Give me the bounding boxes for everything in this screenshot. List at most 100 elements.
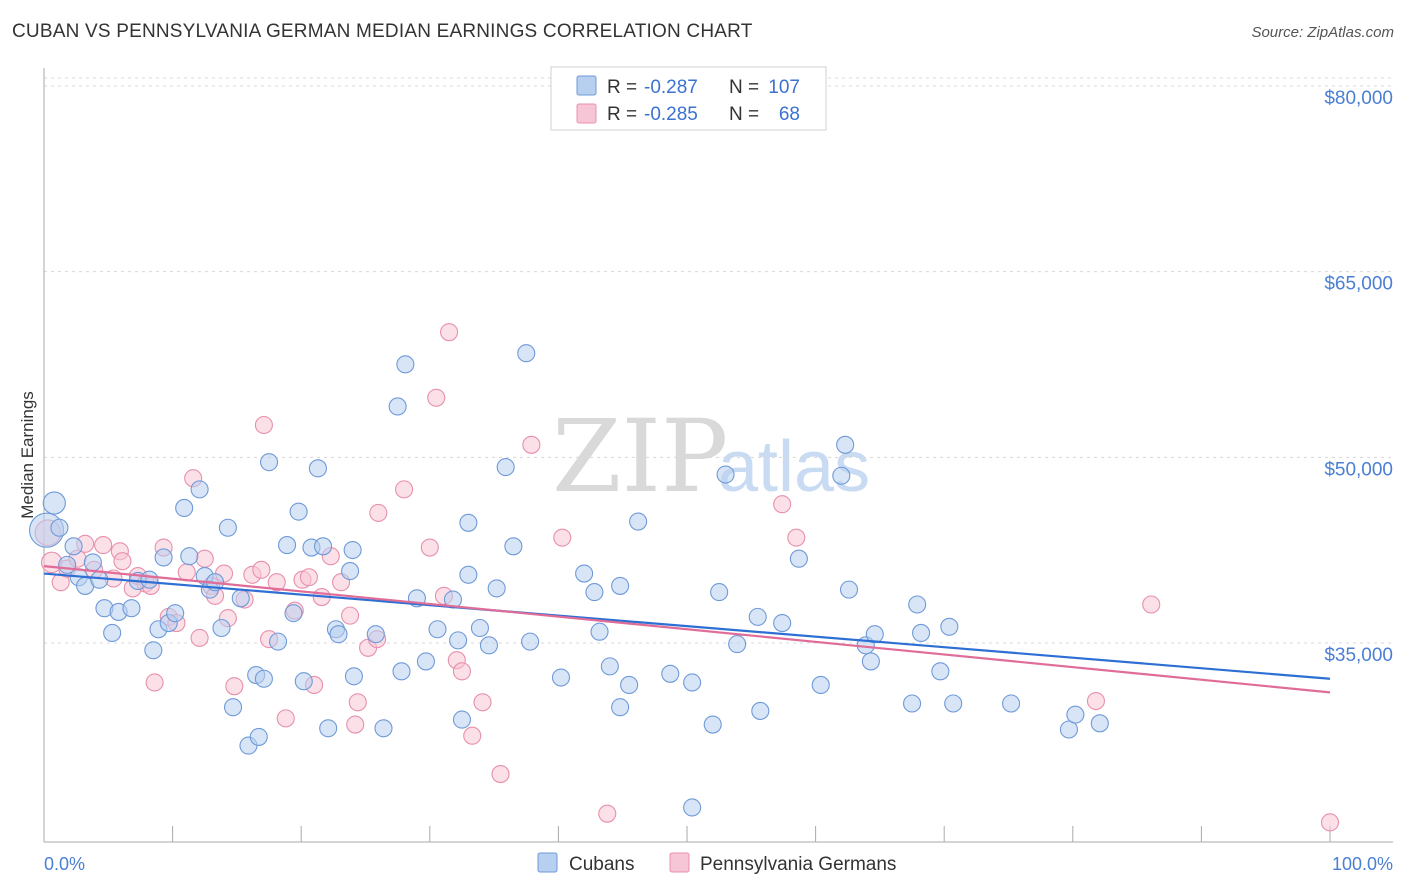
point-cubans-15	[144, 641, 163, 660]
legend-n-label-cubans: N =	[729, 77, 759, 98]
point-cubans-94	[861, 652, 880, 671]
point-cubans-39	[294, 672, 313, 691]
point-cubans-20	[175, 498, 194, 517]
point-cubans-14	[140, 570, 159, 589]
point-pg-42	[341, 606, 360, 625]
point-cubans-85	[748, 607, 767, 626]
point-pg-22	[195, 549, 214, 568]
y-tick-label-35000: $35,000	[1324, 645, 1393, 666]
point-cubans-70	[575, 564, 594, 583]
trend-lines	[43, 565, 1331, 694]
point-pg-43	[346, 715, 365, 734]
point-cubans-96	[902, 694, 922, 713]
bottom-legend-swatch-cubans	[537, 852, 558, 873]
point-pg-52	[440, 323, 459, 342]
point-cubans-10	[103, 623, 122, 643]
bottom-legend-label-pg: Pennsylvania Germans	[700, 854, 896, 875]
point-cubans-32	[249, 727, 268, 746]
trend-line-cubans	[43, 572, 1331, 680]
point-cubans-71	[585, 583, 604, 602]
point-cubans-7	[83, 553, 102, 572]
watermark-zip: ZIP	[552, 398, 728, 515]
y-tick-label-65000: $65,000	[1324, 274, 1393, 295]
point-cubans-2	[50, 518, 69, 537]
point-cubans-88	[789, 549, 808, 568]
point-cubans-87	[773, 614, 792, 633]
series-pennsylvania-germans-points	[34, 323, 1340, 832]
y-tick-label-50000: $50,000	[1324, 459, 1393, 480]
point-cubans-58	[449, 631, 468, 650]
legend-r-value-pg: -0.285	[644, 104, 698, 125]
point-cubans-8	[90, 570, 109, 589]
point-pg-64	[1142, 595, 1161, 614]
point-cubans-95	[865, 625, 884, 644]
point-pg-44	[348, 693, 367, 712]
point-cubans-1	[42, 491, 66, 515]
point-cubans-79	[683, 798, 702, 817]
legend-swatch-cubans	[576, 75, 597, 96]
point-cubans-105	[1090, 714, 1109, 733]
watermark: ZIP atlas	[552, 398, 870, 515]
point-cubans-43	[319, 719, 338, 738]
point-cubans-48	[344, 667, 363, 686]
point-cubans-91	[836, 435, 855, 454]
point-pg-27	[225, 677, 244, 696]
point-cubans-17	[154, 548, 173, 567]
legend-r-label-pg: R =	[607, 104, 637, 125]
point-cubans-101	[944, 694, 963, 713]
point-cubans-92	[839, 580, 859, 599]
point-cubans-22	[190, 480, 209, 499]
point-pg-21	[190, 628, 209, 647]
point-cubans-51	[388, 397, 407, 416]
point-cubans-63	[479, 636, 499, 655]
point-cubans-12	[122, 599, 141, 618]
point-cubans-27	[218, 518, 237, 537]
point-cubans-47	[343, 540, 362, 560]
point-pg-55	[463, 726, 482, 745]
point-cubans-26	[212, 618, 231, 638]
point-cubans-78	[661, 664, 680, 683]
point-pg-60	[598, 804, 617, 823]
point-cubans-53	[396, 355, 415, 374]
x-tick-label-max: 100.0%	[1332, 854, 1393, 874]
x-tick-labels: 0.0% 100.0%	[44, 854, 1393, 874]
point-cubans-37	[284, 604, 303, 623]
point-pg-33	[267, 573, 286, 592]
point-cubans-69	[551, 668, 571, 687]
point-cubans-55	[416, 652, 435, 671]
correlation-legend: R = -0.287 N = 107 R = -0.285 N = 68	[550, 66, 827, 131]
y-tick-labels: $35,000 $50,000 $65,000 $80,000	[1324, 88, 1393, 666]
point-cubans-38	[289, 502, 308, 521]
y-tick-label-80000: $80,000	[1324, 88, 1393, 109]
point-cubans-52	[392, 662, 411, 681]
point-pg-48	[395, 480, 414, 499]
point-cubans-60	[459, 565, 478, 584]
point-cubans-74	[611, 576, 630, 595]
bottom-legend-label-cubans: Cubans	[569, 854, 635, 875]
point-cubans-66	[504, 537, 523, 556]
point-pg-54	[452, 662, 472, 681]
point-cubans-36	[278, 536, 297, 555]
series-cubans-points	[29, 344, 1109, 817]
point-cubans-72	[590, 622, 609, 641]
x-tick-label-min: 0.0%	[44, 854, 85, 874]
point-pg-49	[420, 538, 439, 557]
point-pg-34	[276, 709, 295, 728]
point-cubans-41	[308, 459, 327, 478]
trend-line-pg	[43, 565, 1331, 694]
point-cubans-97	[908, 595, 927, 614]
bottom-legend-swatch-pg	[669, 852, 690, 873]
y-axis-title: Median Earnings	[18, 391, 37, 519]
point-cubans-102	[1002, 694, 1021, 713]
point-cubans-68	[521, 632, 540, 651]
point-pg-50	[427, 388, 446, 407]
point-cubans-42	[314, 537, 333, 556]
point-cubans-29	[231, 589, 250, 608]
legend-r-value-cubans: -0.287	[644, 77, 698, 98]
axes	[43, 68, 1393, 843]
legend-swatch-pg	[576, 103, 597, 124]
point-pg-63	[1086, 691, 1105, 711]
point-cubans-76	[620, 675, 639, 694]
point-cubans-56	[428, 620, 447, 639]
point-pg-57	[491, 765, 510, 784]
